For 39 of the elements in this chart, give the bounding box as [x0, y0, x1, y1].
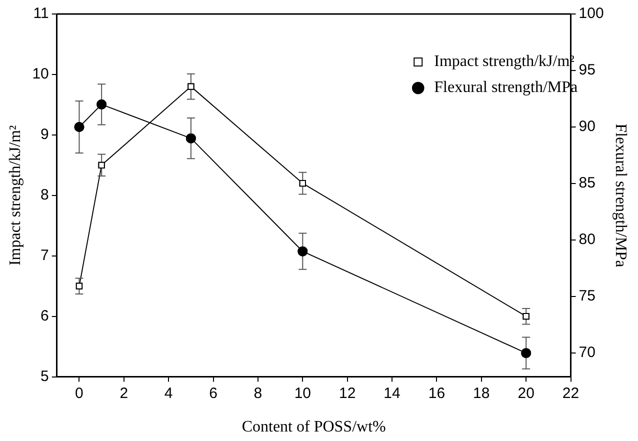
y-tick-label: 5	[40, 368, 49, 385]
point	[74, 122, 84, 132]
point	[521, 348, 532, 358]
point	[299, 180, 306, 187]
point	[188, 83, 194, 90]
x-tick-label: 4	[164, 384, 173, 402]
y2-tick-label: 70	[578, 344, 596, 362]
x-tick-label: 2	[120, 384, 128, 402]
y2-tick-label: 80	[578, 231, 596, 248]
y-tick-label: 6	[40, 307, 49, 324]
y2-tick-label: 75	[578, 288, 596, 305]
point	[76, 282, 83, 290]
x-tick-label: 6	[209, 384, 218, 402]
x-tick-label: 10	[294, 384, 311, 402]
point	[98, 162, 105, 168]
x-tick-label: 20	[518, 384, 534, 402]
y2-tick-label: 90	[578, 118, 596, 136]
point	[96, 99, 107, 110]
x-tick-label: 22	[562, 384, 580, 402]
x-tick-label: 18	[473, 384, 490, 402]
y2-tick-label: 95	[578, 62, 596, 79]
x-tick-label: 0	[75, 384, 84, 402]
x-tick-label: 14	[384, 384, 400, 402]
y2-axis-title: Flexural strength/MPa	[612, 124, 630, 268]
y-tick-label: 11	[33, 5, 49, 22]
y-tick-label: 8	[40, 186, 49, 204]
x-tick-label: 12	[339, 384, 356, 402]
x-tick-label: 16	[428, 384, 446, 402]
x-axis-title: Content of POSS/wt%	[242, 418, 386, 436]
y-tick-label: 7	[40, 247, 49, 264]
y-tick-label: 9	[40, 126, 49, 144]
x-tick-label: 8	[254, 384, 262, 402]
y2-tick-label: 85	[578, 174, 596, 192]
y2-tick-label: 100	[578, 5, 604, 22]
y-tick-label: 10	[32, 66, 49, 83]
y-axis-title: Impact strength/kJ/m²	[6, 125, 24, 266]
point	[186, 133, 196, 144]
point	[522, 313, 530, 320]
point	[298, 246, 308, 256]
